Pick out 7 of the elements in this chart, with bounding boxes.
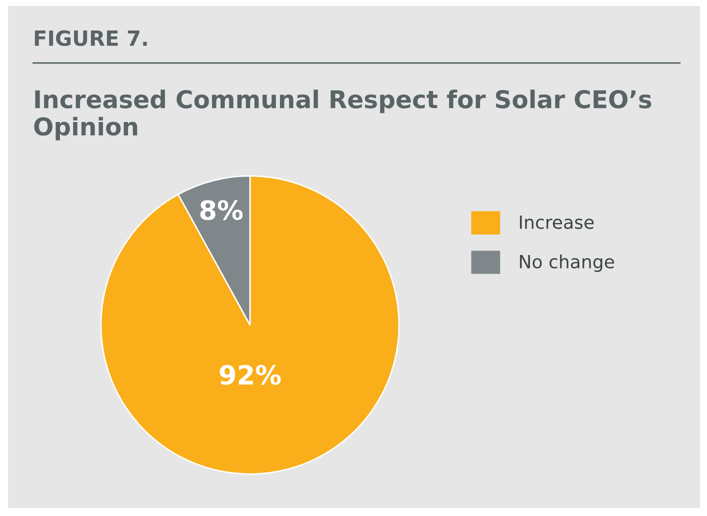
chart-title: FIGURE 7. [34,30,147,46]
chart-subtitle: Increased Communal Respect for Solar CEO’s Opinion [34,90,652,140]
data-label: 92% [220,364,281,385]
legend-label: Increase [520,216,594,230]
pie-slice [100,175,400,475]
legend-label: No change [520,254,614,272]
data-label: 8% [200,200,243,220]
